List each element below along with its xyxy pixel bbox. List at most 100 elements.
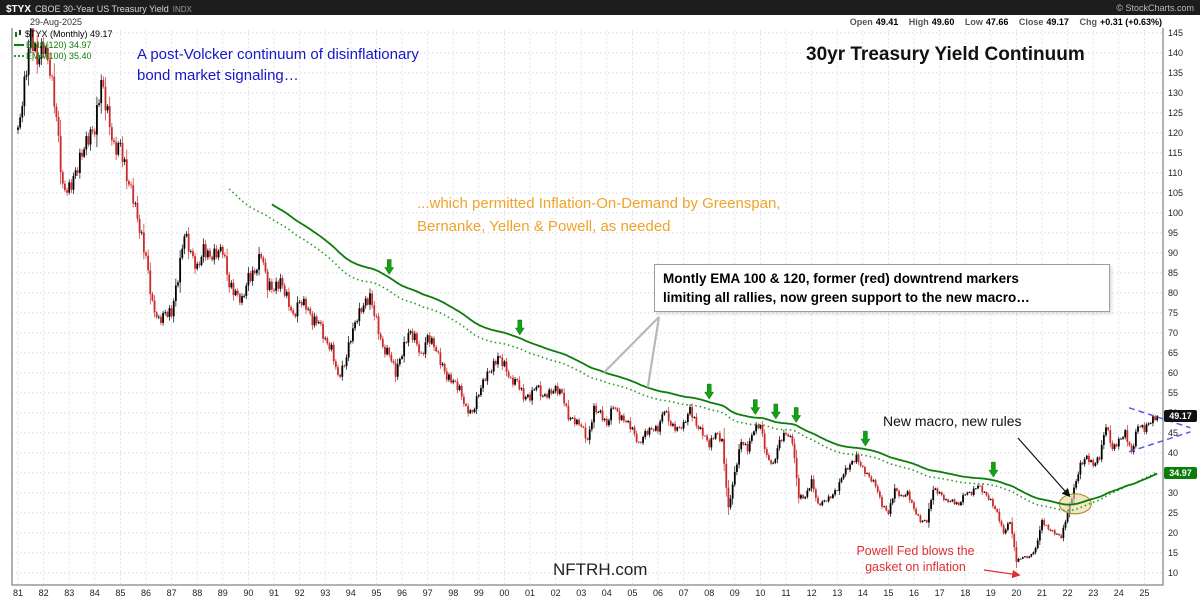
svg-text:89: 89 <box>218 588 228 598</box>
green-down-arrow-icon <box>860 430 871 447</box>
open-value: 49.41 <box>875 17 899 27</box>
nftrh-watermark-link[interactable]: NFTRH.com <box>553 560 648 579</box>
svg-text:22: 22 <box>1063 588 1073 598</box>
svg-text:15: 15 <box>1168 548 1178 558</box>
green-down-arrow-icon <box>384 259 395 275</box>
svg-text:86: 86 <box>141 588 151 598</box>
svg-text:14: 14 <box>858 588 868 598</box>
svg-text:06: 06 <box>653 588 663 598</box>
svg-text:110: 110 <box>1168 168 1182 178</box>
low-value: 47.66 <box>985 17 1009 27</box>
svg-text:130: 130 <box>1168 88 1183 98</box>
svg-text:84: 84 <box>90 588 100 598</box>
svg-text:10: 10 <box>755 588 765 598</box>
pennant-dashed-line <box>1128 407 1191 429</box>
annotation-post-volcker: A post-Volcker continuum of disinflation… <box>137 44 419 86</box>
svg-text:11: 11 <box>781 588 790 598</box>
svg-text:20: 20 <box>1168 528 1178 538</box>
svg-text:145: 145 <box>1168 28 1183 38</box>
annotation-powell-line2: gasket on inflation <box>865 560 966 574</box>
close-label: Close <box>1018 17 1044 27</box>
legend-series-row: $TYX (Monthly) 49.17 <box>14 29 113 39</box>
open-label: Open <box>849 17 873 27</box>
svg-text:01: 01 <box>525 588 535 598</box>
svg-text:60: 60 <box>1168 368 1178 378</box>
svg-text:00: 00 <box>499 588 509 598</box>
svg-text:15: 15 <box>883 588 893 598</box>
annotation-powell: Powell Fed blows the gasket on inflation <box>838 543 993 575</box>
svg-text:99: 99 <box>474 588 484 598</box>
svg-text:45: 45 <box>1168 428 1178 438</box>
candlestick-series-icon <box>14 30 23 38</box>
green-down-arrow-icon <box>791 407 802 423</box>
svg-text:83: 83 <box>64 588 74 598</box>
svg-text:40: 40 <box>1168 448 1178 458</box>
pennant-dashed-line <box>1128 431 1191 453</box>
chg-label: Chg <box>1079 17 1097 27</box>
svg-text:95: 95 <box>371 588 381 598</box>
svg-text:03: 03 <box>576 588 586 598</box>
svg-text:105: 105 <box>1168 188 1183 198</box>
svg-text:75: 75 <box>1168 308 1178 318</box>
svg-text:17: 17 <box>935 588 945 598</box>
svg-text:140: 140 <box>1168 48 1183 58</box>
green-down-arrow-icon <box>704 383 715 400</box>
svg-text:93: 93 <box>320 588 330 598</box>
svg-text:85: 85 <box>1168 268 1178 278</box>
svg-text:21: 21 <box>1037 588 1047 598</box>
close-value: 49.17 <box>1046 17 1069 27</box>
svg-text:08: 08 <box>704 588 714 598</box>
svg-text:120: 120 <box>1168 128 1183 138</box>
svg-text:92: 92 <box>295 588 305 598</box>
svg-text:65: 65 <box>1168 348 1178 358</box>
annotation-post-volcker-line1: A post-Volcker continuum of disinflation… <box>137 46 419 63</box>
ema-layer <box>228 188 1158 512</box>
green-down-arrow-icon <box>514 319 525 336</box>
svg-text:90: 90 <box>1168 248 1178 258</box>
annotation-ema-box-line1: Montly EMA 100 & 120, former (red) downt… <box>663 271 1019 286</box>
high-value: 49.60 <box>931 17 955 27</box>
page-title: 30yr Treasury Yield Continuum <box>806 44 1085 65</box>
svg-text:94: 94 <box>346 588 356 598</box>
svg-text:09: 09 <box>730 588 740 598</box>
green-down-arrow-icon <box>750 399 761 416</box>
ema-touch-arrows-layer <box>384 259 999 478</box>
green-down-arrow-icon <box>770 403 781 420</box>
svg-text:70: 70 <box>1168 328 1178 338</box>
annotation-post-volcker-line2: bond market signaling… <box>137 67 299 84</box>
stockcharts-credit-link[interactable]: © StockCharts.com <box>1116 2 1194 13</box>
ema120-swatch-icon <box>14 44 24 46</box>
svg-text:85: 85 <box>115 588 125 598</box>
svg-text:90: 90 <box>243 588 253 598</box>
svg-text:55: 55 <box>1168 388 1178 398</box>
svg-text:19: 19 <box>986 588 996 598</box>
annotation-powell-line1: Powell Fed blows the <box>856 544 975 558</box>
annotation-ema-box-line2: limiting all rallies, now green support … <box>663 290 1030 305</box>
svg-text:88: 88 <box>192 588 202 598</box>
grid-layer <box>12 26 1163 585</box>
price-tag-ema: 34.97 <box>1164 467 1197 480</box>
ticker-symbol: $TYX <box>6 3 32 15</box>
legend-series-label: $TYX (Monthly) 49.17 <box>25 29 113 39</box>
annotation-inflation-line1: ...which permitted Inflation-On-Demand b… <box>417 195 781 212</box>
svg-text:100: 100 <box>1168 208 1183 218</box>
svg-text:115: 115 <box>1168 148 1182 158</box>
svg-text:02: 02 <box>551 588 561 598</box>
svg-text:25: 25 <box>1139 588 1149 598</box>
svg-text:05: 05 <box>627 588 637 598</box>
svg-text:30: 30 <box>1168 488 1178 498</box>
ticker-block: $TYX CBOE 30-Year US Treasury Yield INDX <box>6 0 192 17</box>
svg-text:24: 24 <box>1114 588 1124 598</box>
annotation-inflation-line2: Bernanke, Yellen & Powell, as needed <box>417 218 671 235</box>
svg-text:98: 98 <box>448 588 458 598</box>
svg-text:20: 20 <box>1011 588 1021 598</box>
new-macro-arrow <box>1017 437 1071 498</box>
ticker-description: CBOE 30-Year US Treasury Yield <box>35 3 169 14</box>
annotation-ema-box: Montly EMA 100 & 120, former (red) downt… <box>654 264 1110 312</box>
ohlc-quote: Open 49.41 High 49.60 Low 47.66 Close 49.17 … <box>842 17 1162 27</box>
svg-text:18: 18 <box>960 588 970 598</box>
candles-layer <box>17 27 1159 569</box>
svg-text:12: 12 <box>807 588 817 598</box>
annotation-inflation-on-demand: ...which permitted Inflation-On-Demand b… <box>417 192 781 238</box>
